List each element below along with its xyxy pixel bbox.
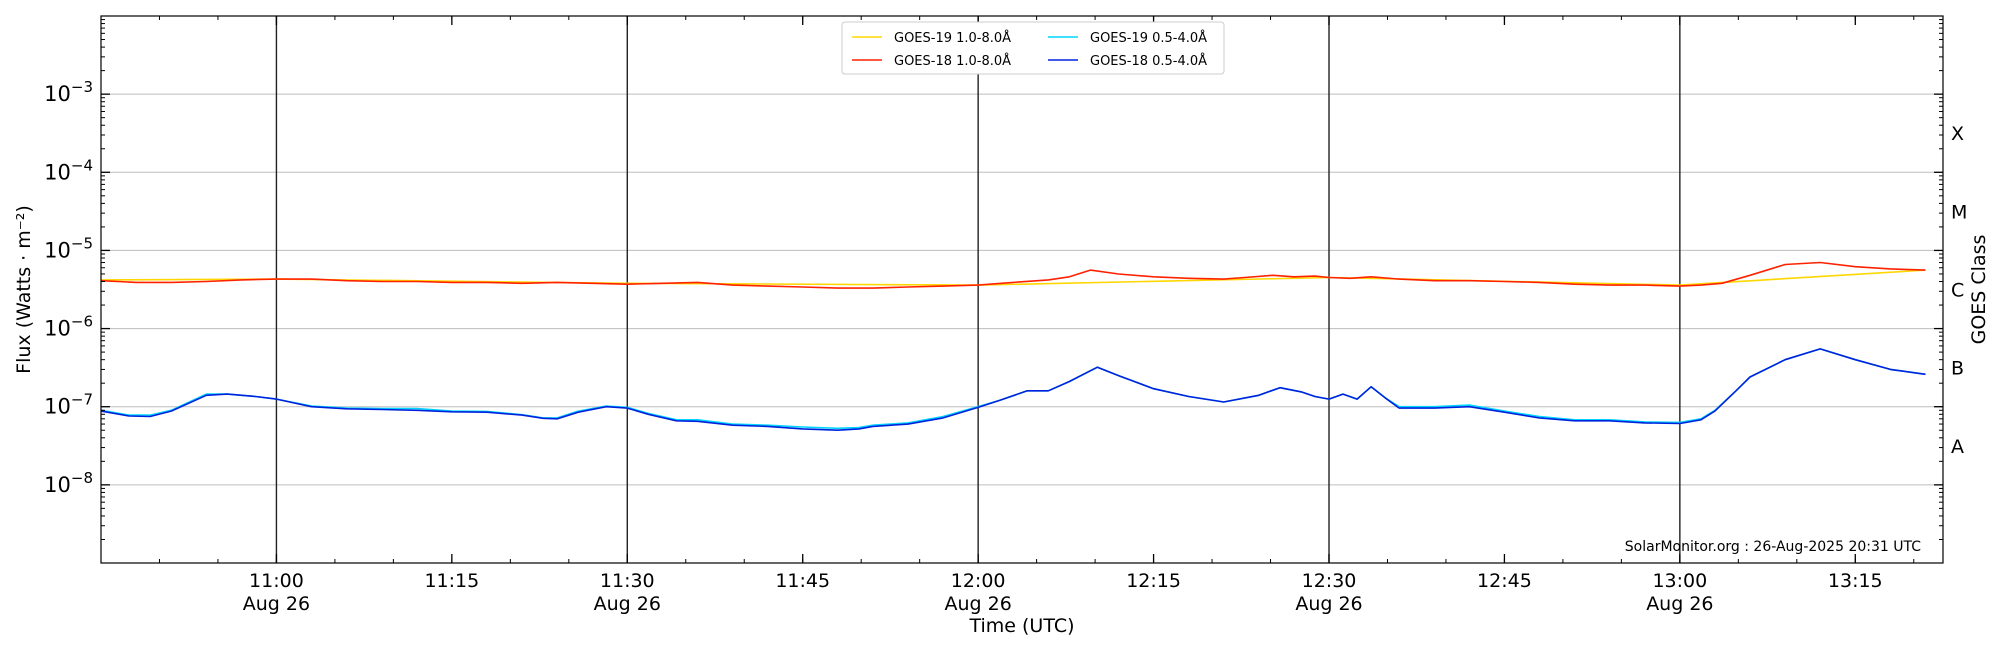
x-tick-time-label: 13:15 bbox=[1828, 570, 1883, 592]
x-tick-date-label: Aug 26 bbox=[594, 593, 661, 615]
series-line bbox=[100, 348, 1926, 431]
goes-class-labels: A B C M X bbox=[1951, 123, 1967, 458]
series-line bbox=[100, 348, 1926, 430]
series-lines bbox=[100, 261, 1926, 431]
legend-entry-label: GOES-19 0.5-4.0Å bbox=[1090, 30, 1207, 46]
legend: GOES-19 1.0-8.0Å GOES-19 0.5-4.0Å GOES-18 … bbox=[841, 21, 1225, 75]
date-vertical-lines bbox=[275, 16, 1681, 563]
goes-class-label: B bbox=[1951, 358, 1964, 380]
source-annotation: SolarMonitor.org : 26-Aug-2025 20:31 UTC bbox=[1625, 539, 1921, 555]
x-axis-label: Time (UTC) bbox=[968, 615, 1074, 637]
legend-entry-label: GOES-19 1.0-8.0Å bbox=[894, 30, 1011, 46]
legend-box bbox=[841, 21, 1225, 75]
series-line bbox=[100, 261, 1926, 289]
x-tick-time-label: 12:00 bbox=[951, 570, 1006, 592]
x-tick-time-label: 11:45 bbox=[775, 570, 830, 592]
x-tick-time-label: 12:30 bbox=[1302, 570, 1357, 592]
y-axis-ticks: 10−8 10−7 10−6 10−5 10−4 10−3 bbox=[44, 19, 1943, 540]
y-axis-label: Flux (Watts · m⁻²) bbox=[13, 205, 35, 374]
x-tick-date-label: Aug 26 bbox=[1646, 593, 1713, 615]
x-tick-time-label: 12:45 bbox=[1477, 570, 1532, 592]
y-tick-label: 10−6 bbox=[44, 313, 93, 341]
x-tick-time-label: 11:00 bbox=[249, 570, 304, 592]
x-tick-time-label: 13:00 bbox=[1652, 570, 1707, 592]
legend-entry-label: GOES-18 0.5-4.0Å bbox=[1090, 53, 1207, 69]
y-tick-label: 10−8 bbox=[44, 469, 93, 497]
legend-entry-label: GOES-18 1.0-8.0Å bbox=[894, 53, 1011, 69]
y-tick-label: 10−4 bbox=[44, 156, 93, 184]
goes-class-label: A bbox=[1951, 436, 1964, 458]
x-tick-date-label: Aug 26 bbox=[243, 593, 310, 615]
goes-class-label: M bbox=[1951, 201, 1967, 223]
x-tick-time-label: 12:15 bbox=[1126, 570, 1181, 592]
grid-lines bbox=[101, 15, 1943, 564]
plot-frame bbox=[100, 15, 1944, 564]
x-tick-date-label: Aug 26 bbox=[1295, 593, 1362, 615]
x-tick-time-label: 11:15 bbox=[424, 570, 479, 592]
goes-class-label: C bbox=[1951, 280, 1964, 302]
x-tick-date-label: Aug 26 bbox=[944, 593, 1011, 615]
goes-class-axis-label: GOES Class bbox=[1968, 235, 1990, 345]
y-tick-label: 10−7 bbox=[44, 391, 93, 419]
goes-class-label: X bbox=[1951, 123, 1964, 145]
y-tick-label: 10−3 bbox=[44, 78, 93, 106]
x-tick-time-label: 11:30 bbox=[600, 570, 655, 592]
y-tick-label: 10−5 bbox=[44, 234, 93, 262]
